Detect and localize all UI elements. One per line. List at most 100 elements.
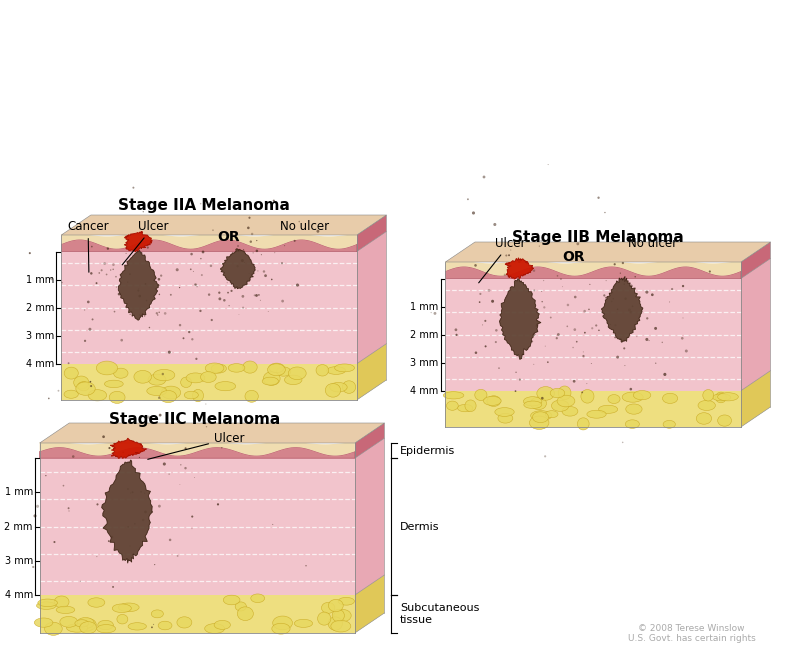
Text: © 2008 Terese Winslow
U.S. Govt. has certain rights: © 2008 Terese Winslow U.S. Govt. has cer… — [628, 624, 755, 643]
Ellipse shape — [718, 415, 731, 426]
Text: 3 mm: 3 mm — [26, 331, 54, 341]
Ellipse shape — [294, 620, 313, 627]
Polygon shape — [446, 261, 741, 276]
Circle shape — [228, 276, 229, 278]
Circle shape — [95, 282, 98, 284]
Circle shape — [199, 310, 202, 312]
Text: Ulcer: Ulcer — [122, 220, 169, 265]
Circle shape — [29, 252, 31, 254]
Text: Stage IIC Melanoma: Stage IIC Melanoma — [109, 412, 280, 427]
Circle shape — [255, 294, 258, 297]
Circle shape — [144, 493, 146, 494]
Circle shape — [202, 251, 205, 253]
Circle shape — [595, 324, 598, 327]
Circle shape — [588, 309, 590, 310]
Polygon shape — [602, 276, 643, 343]
Polygon shape — [741, 259, 770, 390]
Circle shape — [630, 388, 632, 390]
Ellipse shape — [151, 610, 163, 618]
Circle shape — [36, 505, 39, 508]
Ellipse shape — [483, 396, 501, 405]
Circle shape — [138, 290, 139, 291]
Circle shape — [169, 538, 171, 541]
Circle shape — [495, 341, 497, 343]
Circle shape — [430, 312, 432, 313]
Ellipse shape — [626, 404, 642, 414]
Circle shape — [229, 305, 230, 307]
Circle shape — [282, 300, 284, 303]
Circle shape — [218, 291, 221, 294]
Ellipse shape — [64, 390, 78, 398]
Circle shape — [274, 252, 275, 253]
Circle shape — [557, 333, 560, 336]
Circle shape — [133, 187, 134, 189]
Text: OR: OR — [562, 250, 585, 264]
Circle shape — [634, 276, 636, 278]
Ellipse shape — [276, 367, 291, 376]
Circle shape — [84, 309, 86, 310]
Ellipse shape — [112, 604, 131, 612]
Ellipse shape — [38, 599, 58, 607]
Ellipse shape — [117, 614, 128, 624]
Text: Stage IIB Melanoma: Stage IIB Melanoma — [512, 230, 684, 245]
Circle shape — [264, 274, 267, 277]
Ellipse shape — [250, 594, 265, 603]
Circle shape — [158, 293, 160, 295]
Circle shape — [158, 414, 162, 417]
Circle shape — [230, 254, 232, 256]
Circle shape — [622, 262, 624, 264]
Ellipse shape — [328, 617, 342, 630]
Ellipse shape — [206, 363, 224, 373]
Ellipse shape — [598, 405, 618, 413]
Circle shape — [191, 338, 194, 341]
Circle shape — [536, 324, 538, 326]
Ellipse shape — [96, 361, 118, 375]
Circle shape — [130, 493, 131, 494]
Circle shape — [541, 397, 544, 400]
Circle shape — [158, 505, 161, 508]
Ellipse shape — [97, 625, 116, 633]
Ellipse shape — [465, 400, 476, 411]
Ellipse shape — [109, 391, 125, 403]
Circle shape — [200, 203, 202, 204]
Circle shape — [112, 263, 114, 266]
Circle shape — [495, 329, 498, 331]
Circle shape — [646, 291, 649, 293]
Circle shape — [90, 381, 91, 383]
Circle shape — [547, 362, 549, 363]
Ellipse shape — [330, 383, 347, 392]
Ellipse shape — [328, 599, 343, 612]
Circle shape — [138, 295, 141, 297]
Circle shape — [58, 390, 59, 392]
Ellipse shape — [495, 407, 514, 417]
Polygon shape — [62, 240, 357, 252]
Ellipse shape — [696, 413, 712, 424]
Text: OR: OR — [218, 230, 240, 244]
Ellipse shape — [77, 618, 94, 628]
Ellipse shape — [118, 603, 139, 612]
Circle shape — [242, 307, 244, 309]
Circle shape — [634, 292, 635, 293]
Ellipse shape — [146, 386, 166, 396]
Ellipse shape — [56, 607, 74, 614]
Ellipse shape — [235, 602, 246, 611]
Ellipse shape — [74, 376, 89, 389]
Polygon shape — [357, 215, 386, 252]
Polygon shape — [446, 390, 741, 427]
Circle shape — [514, 390, 516, 392]
Circle shape — [54, 541, 55, 543]
Circle shape — [268, 311, 269, 312]
Ellipse shape — [322, 603, 335, 613]
Circle shape — [535, 325, 538, 327]
Ellipse shape — [587, 410, 606, 418]
Ellipse shape — [332, 609, 344, 622]
Ellipse shape — [634, 390, 651, 400]
Circle shape — [487, 289, 490, 291]
Circle shape — [153, 624, 154, 625]
Ellipse shape — [487, 396, 501, 407]
Polygon shape — [62, 364, 357, 400]
Circle shape — [273, 200, 275, 202]
Polygon shape — [40, 441, 355, 456]
Circle shape — [614, 324, 617, 326]
Circle shape — [576, 242, 579, 245]
